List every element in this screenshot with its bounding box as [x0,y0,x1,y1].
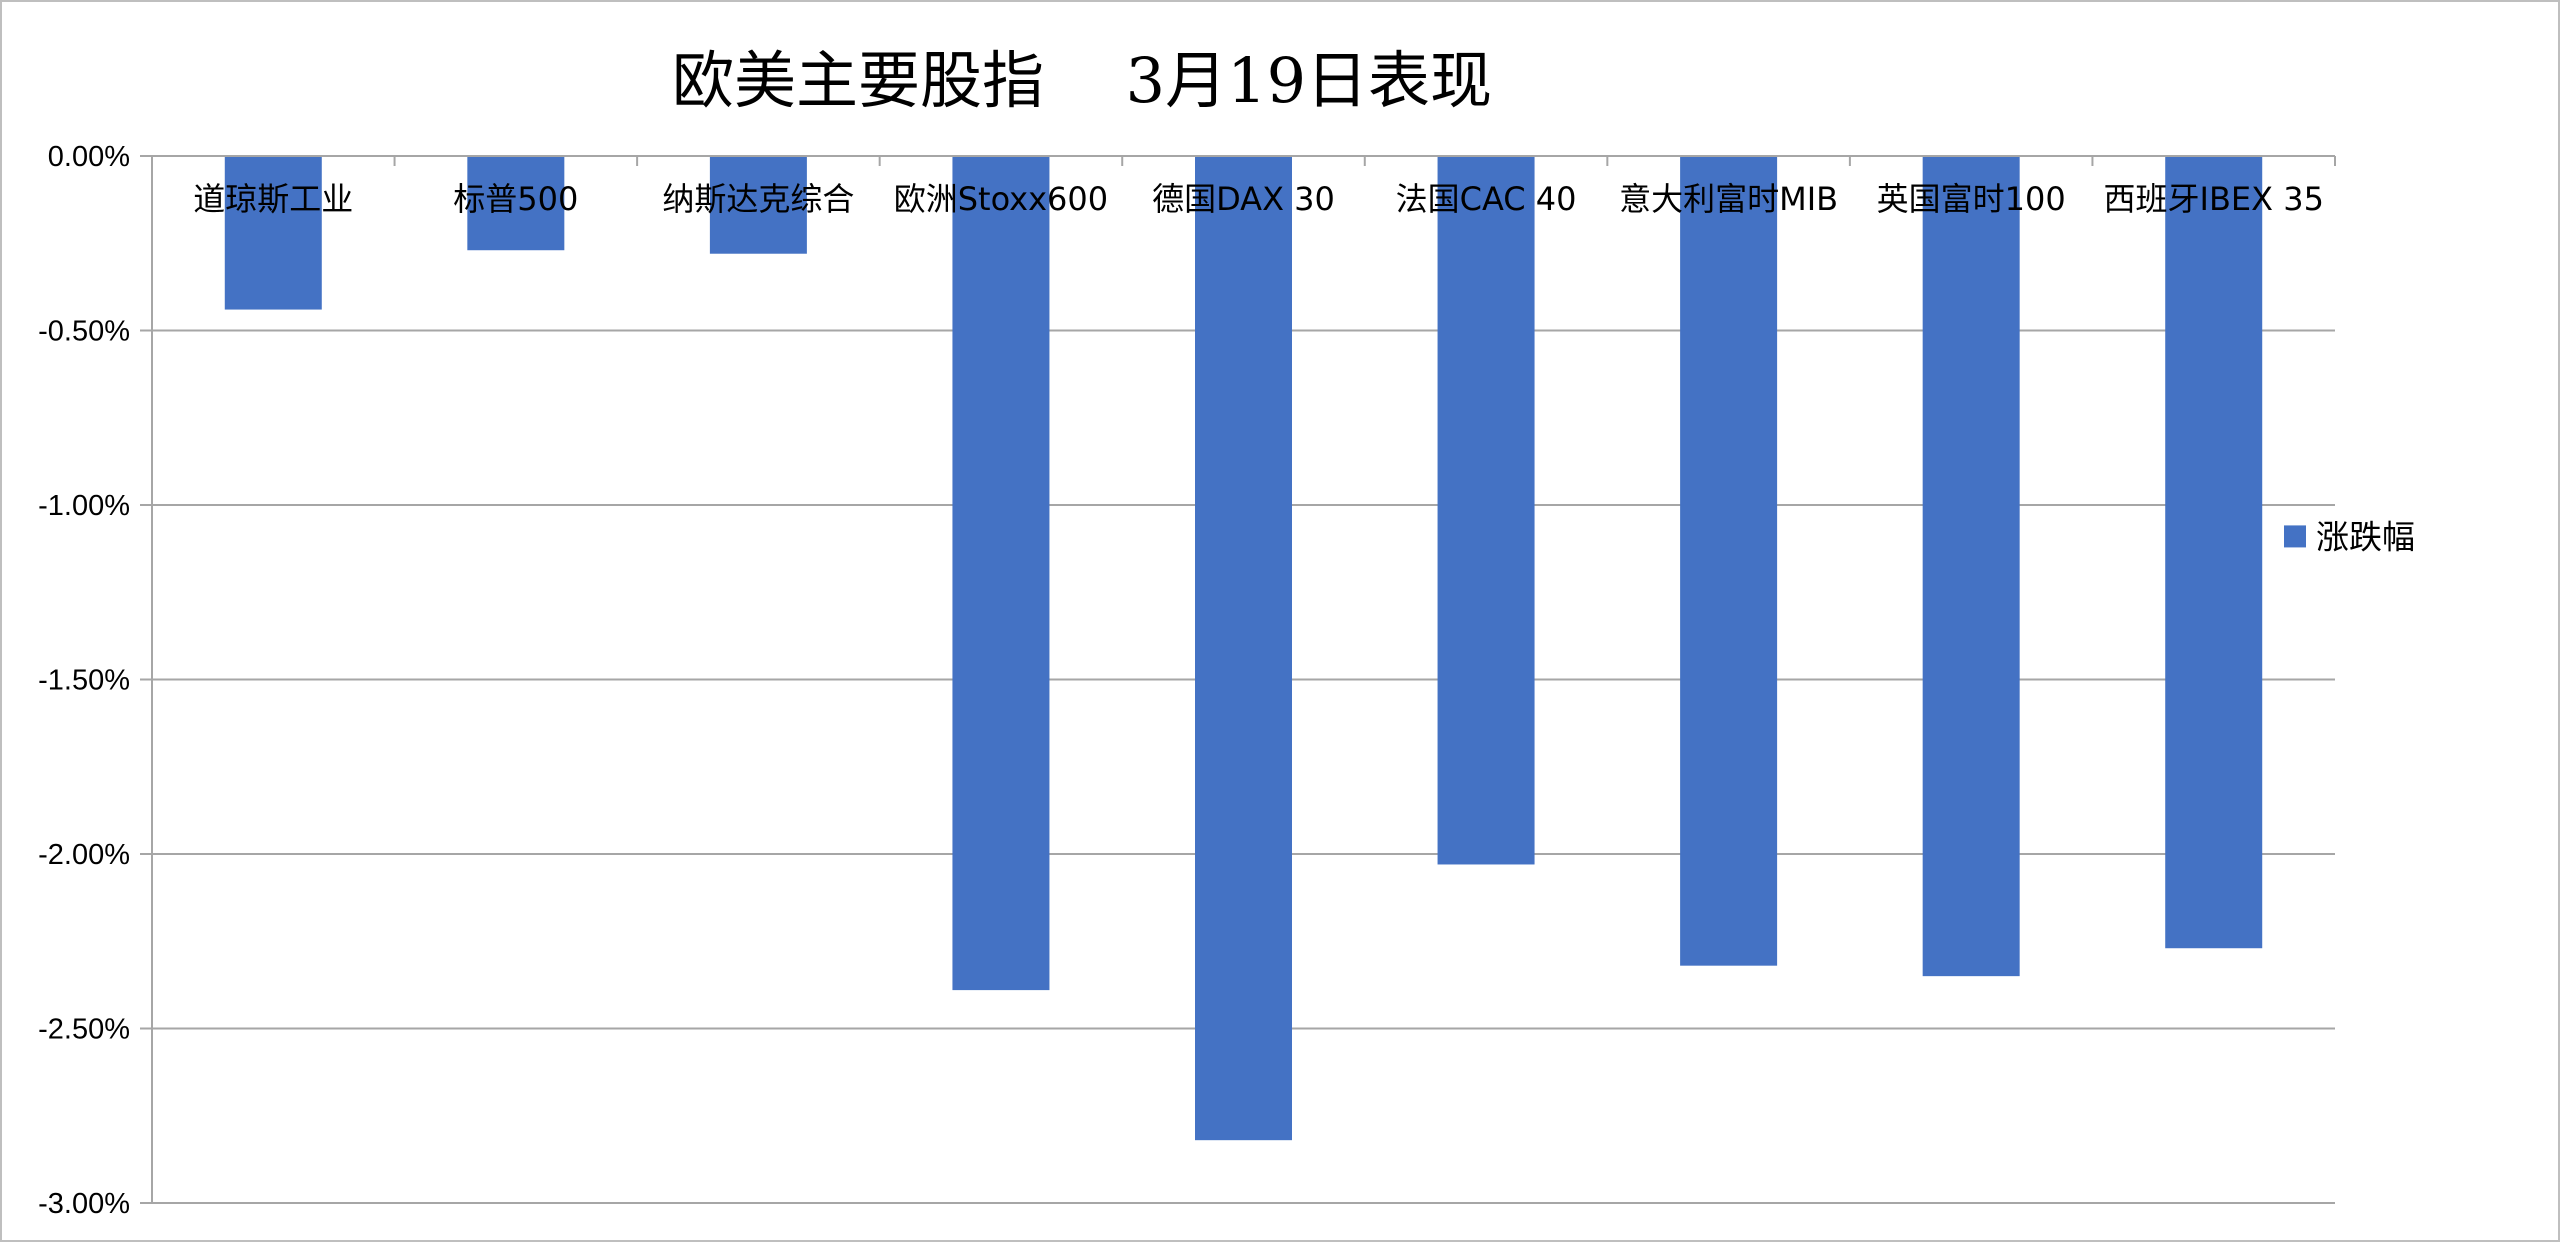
bar [952,156,1050,991]
y-tick-labels: 0.00% -0.50% -1.00% -1.50% -2.00% -2.50% -3.00… [38,141,130,1220]
category-label: 法国CAC 40 [1396,180,1577,218]
bar [1922,156,2020,977]
y-tick-label: -1.00% [38,490,130,522]
category-label: 英国富时100 [1877,180,2066,218]
y-tick-label: -1.50% [38,665,130,697]
y-tick-label: -0.50% [38,316,130,348]
bar [224,156,322,310]
legend: 涨跌幅 [2284,517,2415,556]
bar [467,156,565,251]
category-label: 德国DAX 30 [1152,180,1335,218]
y-tick-label: 0.00% [48,141,130,173]
bar [1437,156,1535,865]
axes [151,155,2336,1203]
bar [2165,156,2263,949]
category-label: 意大利富时MIB [1619,180,1838,218]
bars [224,156,2263,1141]
category-label: 道琼斯工业 [193,180,353,218]
bar [709,156,807,254]
bar [1195,156,1292,1141]
category-label: 标普500 [453,180,578,218]
chart-title: 欧美主要股指 3月19日表现 [672,44,1492,117]
bar [1680,156,1778,966]
category-label: 纳斯达克综合 [662,180,854,218]
category-label: 西班牙IBEX 35 [2104,180,2324,218]
y-tick-label: -2.00% [38,839,130,871]
y-tick-label: -2.50% [38,1014,130,1046]
legend-swatch [2284,525,2306,548]
y-tick-label: -3.00% [38,1188,130,1220]
category-labels: 道琼斯工业 标普500 纳斯达克综合 欧洲Stoxx600 德国DAX 30 法国CAC … [193,180,2324,218]
category-label: 欧洲Stoxx600 [894,180,1108,218]
legend-label: 涨跌幅 [2316,517,2415,556]
